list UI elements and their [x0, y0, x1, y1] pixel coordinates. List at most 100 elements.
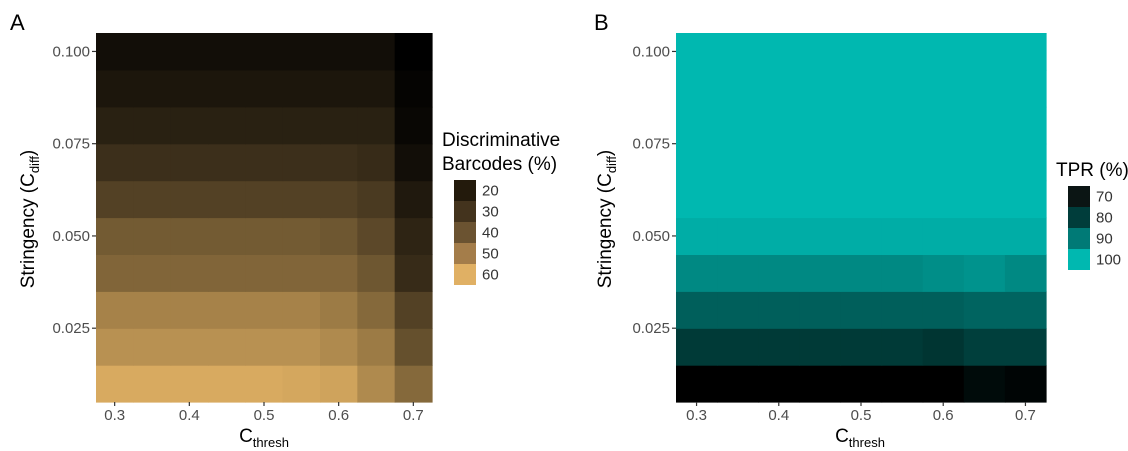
heatmap-cell	[922, 365, 965, 403]
heatmap-cell	[799, 217, 842, 255]
heatmap-cell	[96, 69, 134, 108]
heatmap-cell	[717, 217, 759, 255]
heatmap-cell	[96, 180, 134, 219]
heatmap-cell	[357, 217, 396, 255]
heatmap-cell	[208, 328, 246, 366]
heatmap-cell	[96, 217, 134, 255]
heatmap-cell	[758, 328, 800, 366]
legend-swatch	[1068, 249, 1090, 270]
heatmap-cell	[963, 106, 1006, 145]
panel-a-x-ticks: 0.3 0.4 0.5 0.6 0.7	[104, 402, 424, 424]
y-tick-label: 0.025	[632, 320, 670, 337]
legend-label: 80	[1096, 210, 1113, 227]
x-tick-label: 0.5	[254, 407, 275, 424]
panel-a-y-axis-title: Stringency (Cdiff)	[18, 150, 42, 289]
heatmap-cell	[1004, 106, 1047, 145]
heatmap-cell	[758, 365, 800, 403]
heatmap-cell	[840, 143, 883, 182]
heatmap-cell	[394, 69, 433, 108]
heatmap-cell	[245, 180, 284, 219]
heatmap-cell	[170, 143, 209, 182]
panel-b-y-ticks: 0.025 0.050 0.075 0.100	[632, 43, 676, 337]
heatmap-cell	[676, 254, 718, 292]
heatmap-cell	[320, 291, 358, 329]
heatmap-cell	[963, 217, 1006, 255]
heatmap-cell	[208, 33, 246, 71]
heatmap-cell	[758, 33, 800, 71]
y-tick-label: 0.100	[52, 43, 90, 60]
x-tick-label: 0.4	[768, 407, 789, 424]
heatmap-cell	[922, 69, 965, 108]
heatmap-cell	[320, 106, 358, 145]
heatmap-cell	[717, 180, 759, 219]
heatmap-cell	[394, 254, 433, 292]
legend-swatch	[454, 201, 476, 222]
heatmap-cell	[922, 143, 965, 182]
heatmap-cell	[717, 143, 759, 182]
heatmap-cell	[208, 254, 246, 292]
heatmap-cell	[320, 217, 358, 255]
legend-swatch	[1068, 228, 1090, 249]
heatmap-cell	[133, 143, 172, 182]
heatmap-cell	[963, 291, 1006, 329]
panel-b-label: B	[594, 10, 609, 35]
heatmap-cell	[1004, 365, 1047, 403]
heatmap-cell	[799, 33, 842, 71]
heatmap-cell	[676, 69, 718, 108]
panel-b-heatmap-cells	[676, 33, 1047, 403]
heatmap-cell	[170, 217, 209, 255]
heatmap-cell	[208, 365, 246, 403]
heatmap-cell	[881, 33, 924, 71]
legend-label: 100	[1096, 252, 1121, 269]
heatmap-cell	[799, 254, 842, 292]
heatmap-cell	[799, 180, 842, 219]
heatmap-cell	[357, 254, 396, 292]
heatmap-cell	[963, 328, 1006, 366]
heatmap-cell	[717, 69, 759, 108]
heatmap-cell	[1004, 254, 1047, 292]
legend-swatch	[454, 222, 476, 243]
heatmap-cell	[881, 106, 924, 145]
x-tick-label: 0.6	[328, 407, 349, 424]
heatmap-cell	[1004, 180, 1047, 219]
heatmap-cell	[170, 106, 209, 145]
heatmap-cell	[799, 143, 842, 182]
heatmap-cell	[394, 106, 433, 145]
heatmap-cell	[676, 180, 718, 219]
heatmap-cell	[208, 143, 246, 182]
heatmap-cell	[881, 365, 924, 403]
heatmap-cell	[840, 254, 883, 292]
heatmap-cell	[963, 365, 1006, 403]
legend-label: 90	[1096, 231, 1113, 248]
heatmap-cell	[881, 291, 924, 329]
x-tick-label: 0.7	[1015, 407, 1036, 424]
heatmap-cell	[840, 365, 883, 403]
heatmap-cell	[133, 33, 172, 71]
heatmap-cell	[922, 328, 965, 366]
heatmap-cell	[758, 106, 800, 145]
panel-a-heatmap-cells	[96, 33, 433, 403]
heatmap-cell	[1004, 69, 1047, 108]
heatmap-cell	[840, 69, 883, 108]
legend-swatch	[454, 264, 476, 285]
heatmap-cell	[170, 328, 209, 366]
y-tick-label: 0.075	[52, 136, 90, 153]
heatmap-cell	[320, 254, 358, 292]
heatmap-cell	[676, 143, 718, 182]
panel-b-y-axis-title: Stringency (Cdiff)	[595, 150, 619, 289]
heatmap-cell	[133, 106, 172, 145]
heatmap-cell	[963, 143, 1006, 182]
panel-b-x-ticks: 0.3 0.4 0.5 0.6 0.7	[686, 402, 1036, 424]
legend-label: 50	[482, 246, 499, 263]
legend-label: 60	[482, 267, 499, 284]
heatmap-cell	[96, 291, 134, 329]
y-tick-label: 0.100	[632, 43, 670, 60]
heatmap-cell	[208, 180, 246, 219]
panel-a-label: A	[10, 10, 25, 35]
legend-label: 30	[482, 204, 499, 221]
heatmap-cell	[208, 69, 246, 108]
x-tick-label: 0.6	[933, 407, 954, 424]
heatmap-cell	[717, 291, 759, 329]
heatmap-cell	[96, 143, 134, 182]
heatmap-cell	[133, 254, 172, 292]
